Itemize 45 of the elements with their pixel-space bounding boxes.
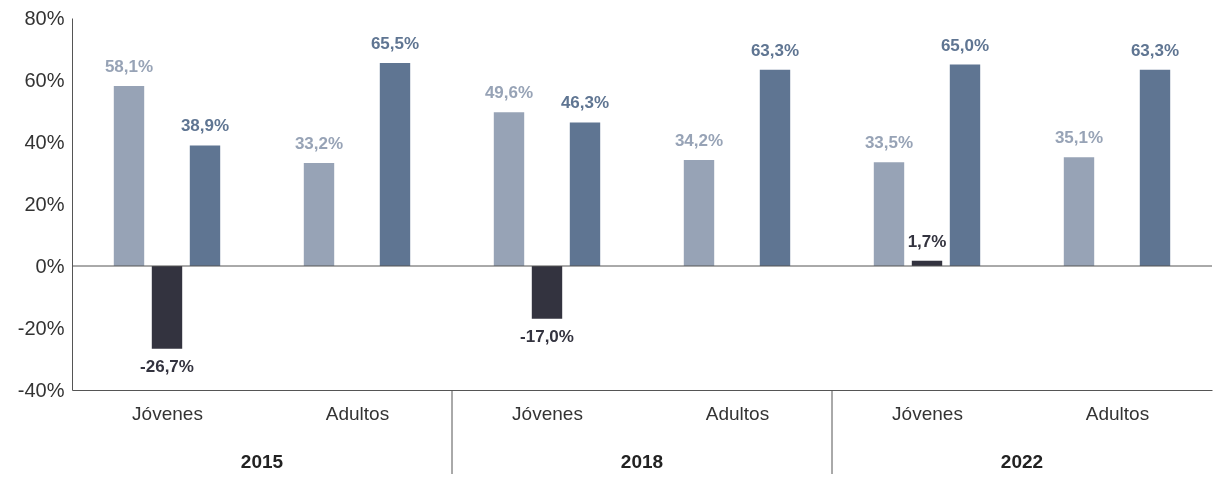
y-tick-label: -20% [17,316,65,339]
data-label: -26,7% [140,356,194,376]
bar [493,112,525,266]
bar [683,159,715,266]
data-label: 65,5% [370,33,420,53]
bar [1139,69,1171,266]
data-label: 63,3% [1130,40,1180,60]
y-tick-label: -40% [17,378,65,401]
bar [151,266,183,349]
data-label: 35,1% [1054,128,1104,148]
data-label: 63,3% [750,40,800,60]
data-label: 58,1% [104,56,154,76]
text: 2018 [620,451,664,472]
data-label: -17,0% [520,326,574,346]
y-tick-label: 40% [24,130,65,153]
y-tick-label: 0% [35,254,65,277]
text: 2022 [1000,451,1044,472]
x-tick-label: Jóvenes [892,402,963,424]
text: 2015 [240,451,284,472]
x-tick-label: Adultos [325,402,390,424]
x-tick-label: Jóvenes [512,402,583,424]
bar [531,266,563,319]
bar [113,85,145,266]
bar [1063,157,1095,266]
bar [759,69,791,266]
y-tick-label: 20% [24,192,65,215]
x-tick-label: Adultos [1085,402,1150,424]
data-label: 33,2% [294,134,344,154]
bar [189,145,221,266]
data-label: 46,3% [560,93,610,113]
bar [379,62,411,266]
bar [873,162,905,266]
bar [303,163,335,266]
y-tick-label: 60% [24,68,65,91]
data-label: 33,5% [864,133,914,153]
data-label: 49,6% [484,83,534,103]
bar [569,122,601,266]
y-tick-label: 80% [24,6,65,29]
data-label: 34,2% [674,130,724,150]
bar [949,64,981,266]
x-tick-label: Adultos [705,402,770,424]
data-label: 1,7% [907,231,947,251]
x-tick-label: Jóvenes [132,402,203,424]
data-label: 65,0% [940,35,990,55]
data-label: 38,9% [180,116,230,136]
